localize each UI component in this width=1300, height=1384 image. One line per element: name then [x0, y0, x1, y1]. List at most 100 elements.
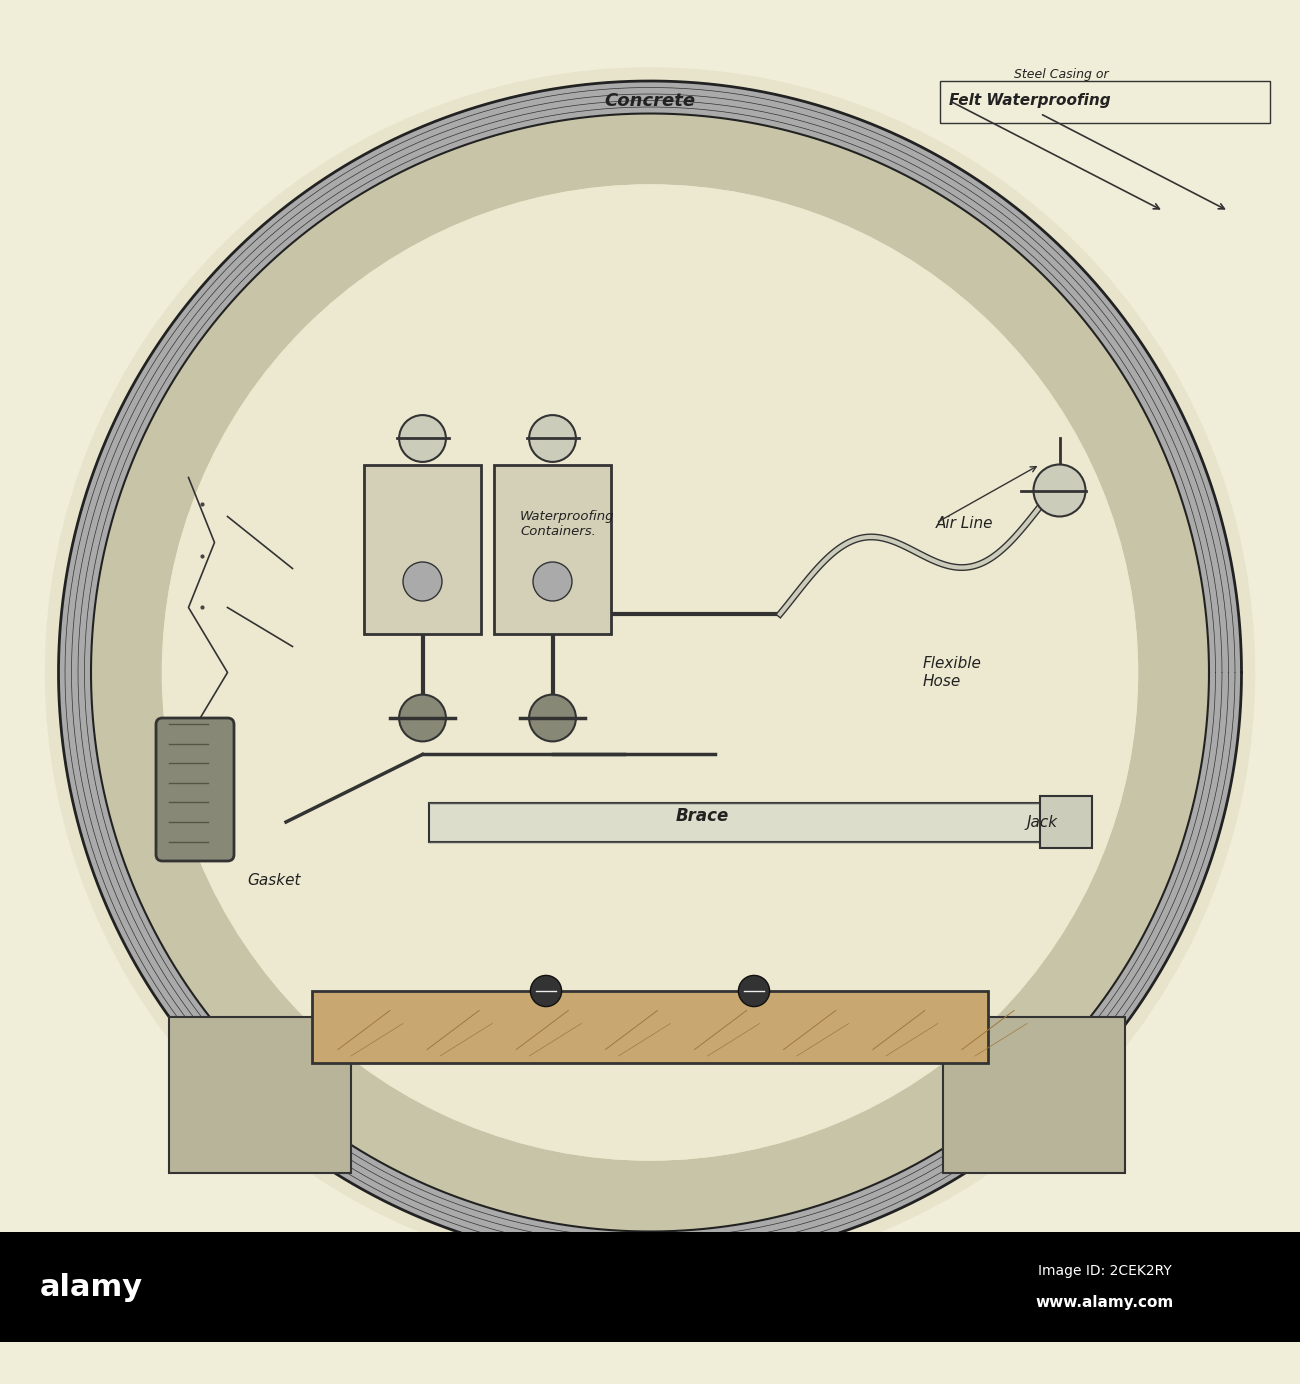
Point [173, 490, 194, 512]
Point [454, 1163, 474, 1185]
Point [335, 1157, 356, 1179]
Point [415, 130, 436, 152]
Point [1139, 821, 1160, 843]
Point [456, 184, 477, 206]
Point [1114, 522, 1135, 544]
Point [616, 1230, 637, 1253]
Point [176, 484, 196, 507]
Point [157, 444, 178, 466]
Point [387, 167, 408, 190]
Point [312, 259, 333, 281]
Point [781, 1176, 802, 1199]
Point [191, 913, 212, 936]
Point [913, 1100, 933, 1122]
Point [923, 210, 944, 233]
Point [725, 130, 746, 152]
Point [651, 129, 672, 151]
Point [130, 663, 151, 685]
Point [1157, 621, 1178, 644]
Point [150, 844, 170, 866]
Point [792, 113, 812, 136]
Point [160, 829, 181, 851]
Point [415, 154, 436, 176]
Point [571, 1175, 592, 1197]
Point [248, 313, 269, 335]
Point [185, 459, 205, 482]
Point [889, 1161, 910, 1183]
Bar [942, 1017, 1124, 1174]
Point [88, 480, 109, 502]
Point [551, 98, 572, 120]
Point [454, 1151, 474, 1174]
Point [892, 1183, 913, 1205]
Point [86, 828, 107, 850]
Point [520, 1190, 541, 1212]
Point [98, 601, 118, 623]
Point [666, 1236, 686, 1258]
Point [1063, 1020, 1084, 1042]
Point [983, 1129, 1004, 1151]
Point [95, 718, 116, 740]
Text: www.alamy.com: www.alamy.com [1036, 1295, 1174, 1311]
Point [77, 681, 98, 703]
Point [264, 1095, 285, 1117]
Point [188, 302, 209, 324]
Point [212, 282, 233, 304]
Point [926, 242, 946, 264]
Point [179, 978, 200, 1001]
Point [196, 976, 217, 998]
Point [510, 1199, 530, 1221]
Point [905, 197, 926, 219]
Point [1076, 375, 1097, 397]
Point [760, 108, 781, 130]
Point [812, 123, 833, 145]
Point [289, 217, 309, 239]
Point [1174, 817, 1195, 839]
Point [1212, 624, 1232, 646]
Point [199, 370, 220, 392]
Point [136, 915, 157, 937]
Point [723, 112, 744, 134]
Text: Concrete: Concrete [604, 91, 696, 109]
Point [1032, 299, 1053, 321]
Point [875, 1156, 896, 1178]
Point [1150, 494, 1171, 516]
Point [227, 1068, 248, 1091]
Point [373, 1093, 394, 1116]
Point [144, 612, 165, 634]
Point [369, 185, 390, 208]
Point [473, 116, 494, 138]
Point [143, 839, 164, 861]
Point [1037, 1013, 1058, 1035]
Point [750, 1175, 771, 1197]
Point [355, 174, 376, 197]
Point [98, 626, 118, 648]
Point [833, 1193, 854, 1215]
Point [1169, 544, 1190, 566]
Point [412, 1102, 433, 1124]
Point [1135, 772, 1156, 794]
Point [720, 1168, 741, 1190]
Point [1070, 340, 1091, 363]
Point [328, 1116, 348, 1138]
Point [356, 1135, 377, 1157]
Point [403, 206, 424, 228]
Point [309, 1070, 330, 1092]
Point [944, 185, 965, 208]
Point [75, 601, 96, 623]
Point [131, 944, 152, 966]
Point [788, 170, 809, 192]
Text: Gasket: Gasket [247, 873, 300, 889]
Point [172, 390, 192, 412]
Point [308, 1066, 329, 1088]
Point [1188, 763, 1209, 785]
Point [1020, 325, 1041, 347]
Point [114, 803, 135, 825]
Point [233, 991, 254, 1013]
Point [104, 605, 125, 627]
Point [172, 922, 192, 944]
Point [472, 1208, 493, 1230]
Point [157, 789, 178, 811]
Point [218, 1042, 239, 1064]
Point [321, 198, 342, 220]
